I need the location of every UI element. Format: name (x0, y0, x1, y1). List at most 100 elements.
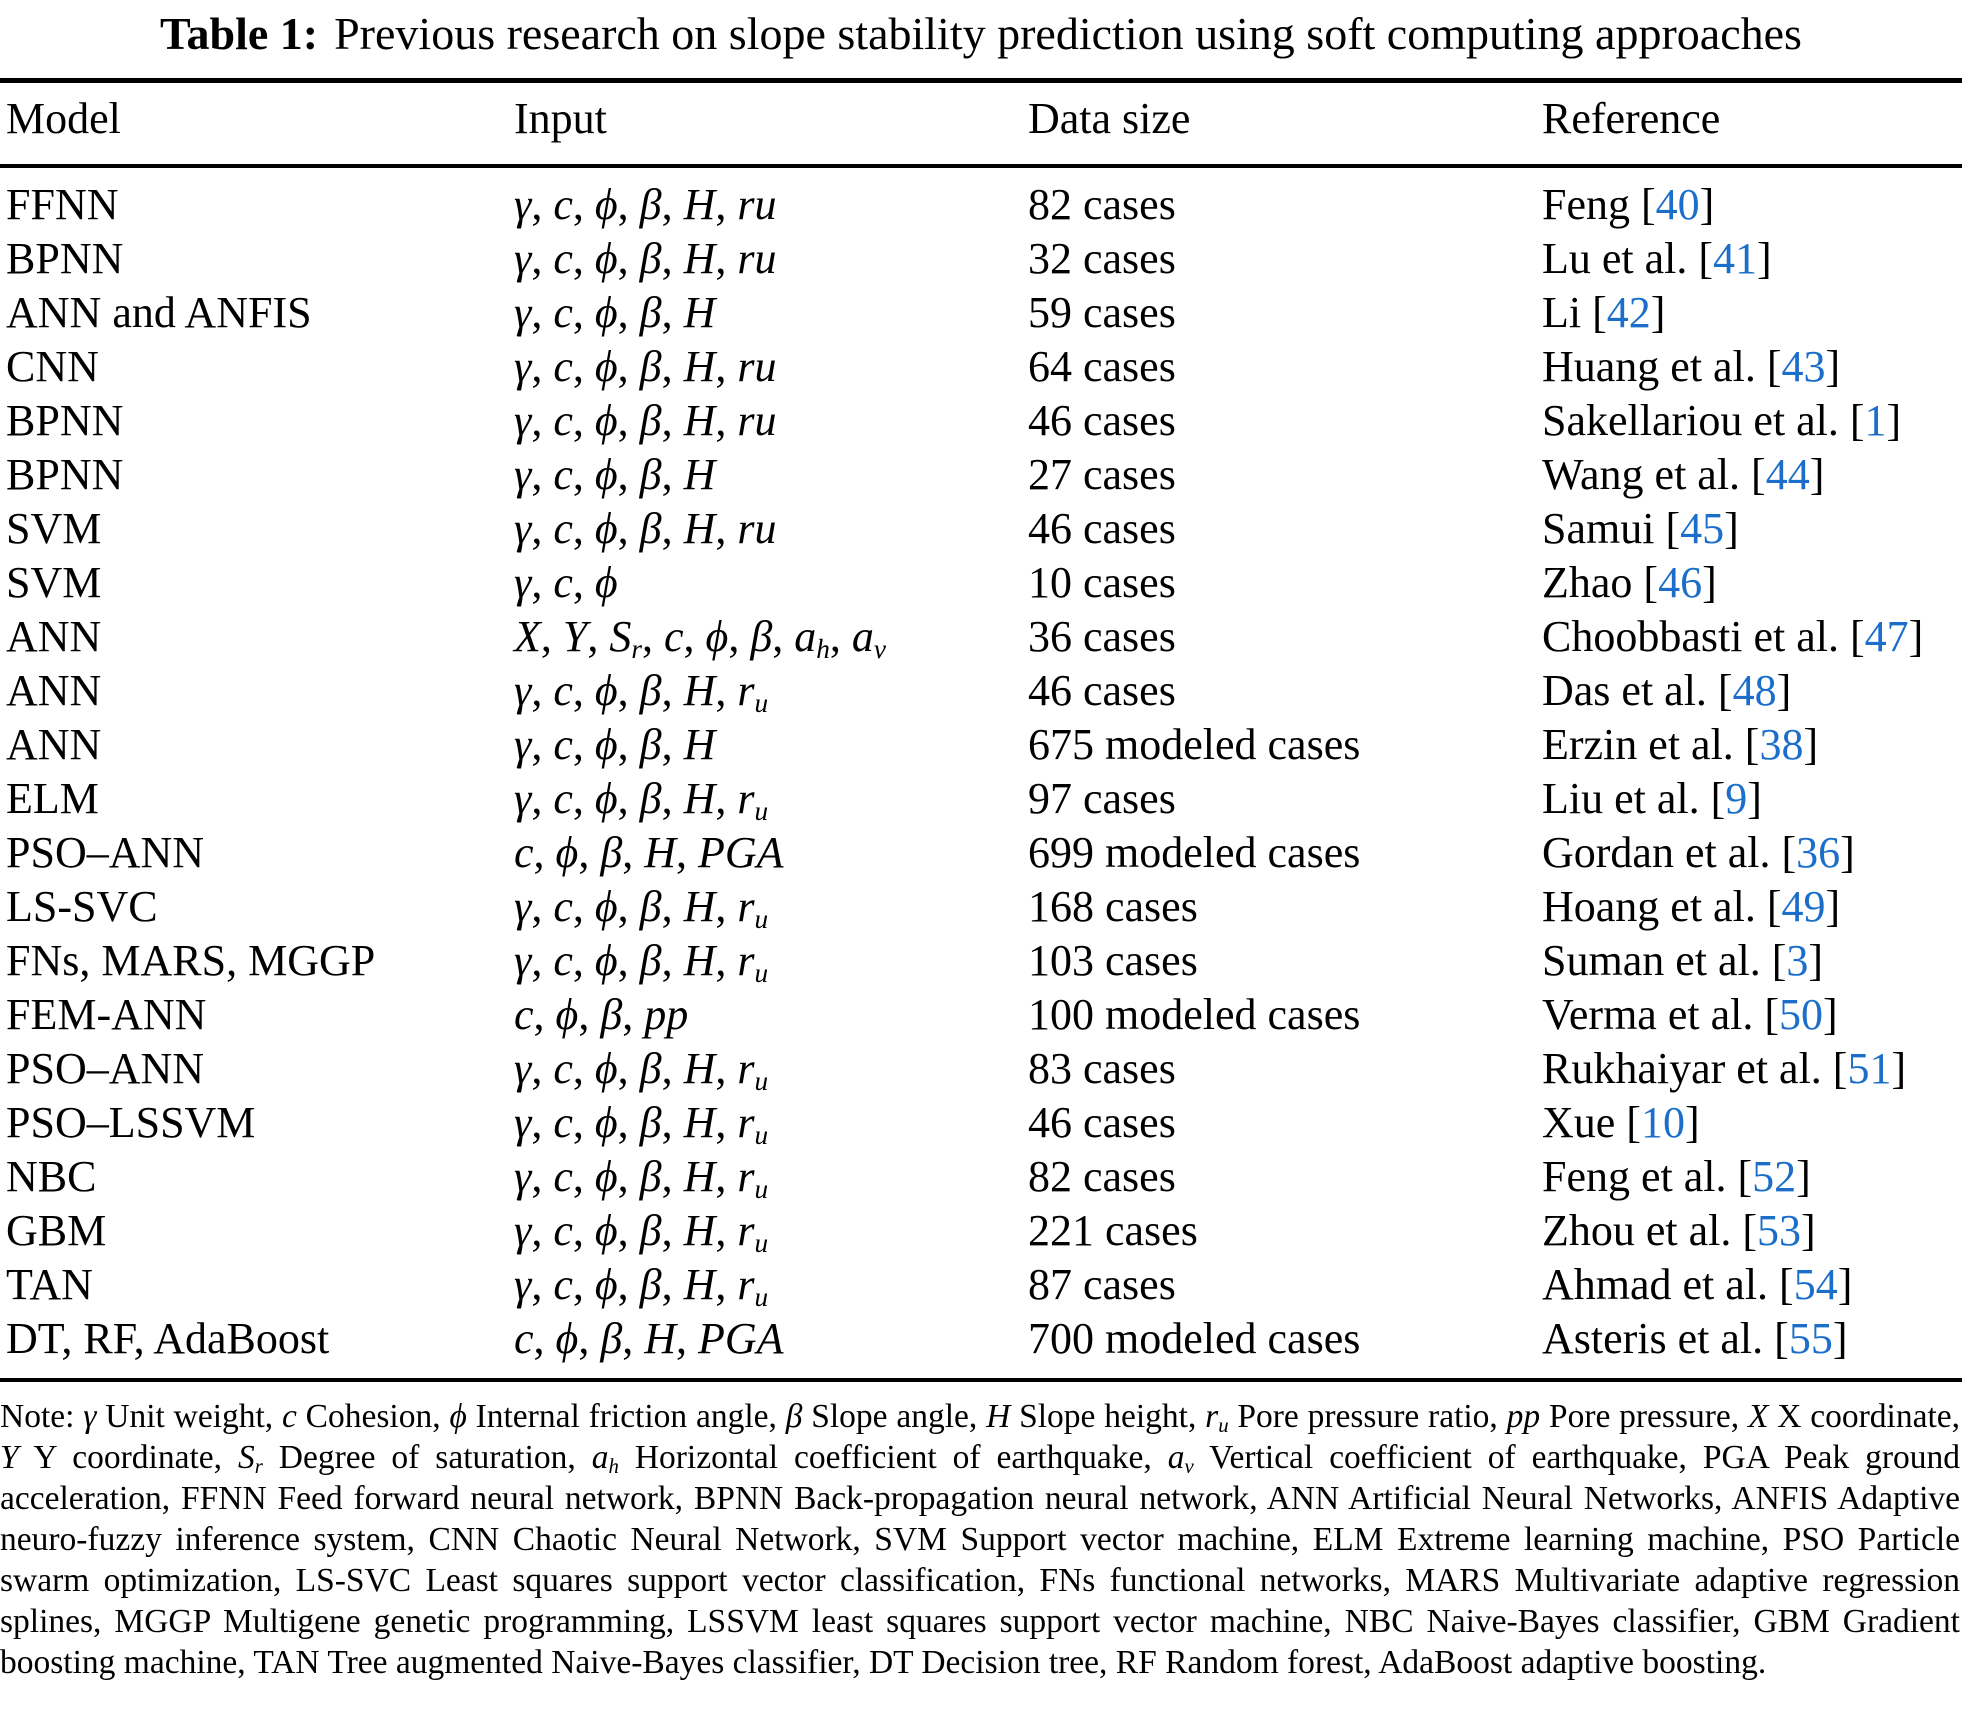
math-var: ϕ (449, 1398, 467, 1435)
math-var: γ (514, 504, 532, 553)
math-var: H (683, 882, 716, 931)
table-row: FNs, MARS, MGGP γ, c, ϕ, β, H, ru 103 case… (0, 934, 1962, 988)
citation-link[interactable]: 49 (1781, 882, 1826, 931)
table-row: FEM-ANN c, ϕ, β, pp 100 modeled cases Verma… (0, 988, 1962, 1042)
math-var: ru (737, 774, 769, 826)
math-var: ru (737, 882, 769, 934)
math-var: av (851, 612, 886, 664)
math-var: av (1167, 1439, 1194, 1479)
input-cell: c, ϕ, β, H, PGA (514, 1314, 784, 1363)
citation-link[interactable]: 54 (1793, 1260, 1838, 1309)
data-size-cell: 46 cases (1028, 396, 1176, 445)
citation-link[interactable]: 36 (1796, 828, 1841, 877)
citation-link[interactable]: 44 (1765, 450, 1810, 499)
math-var: pp (1506, 1398, 1541, 1435)
math-var: Sr (609, 612, 642, 664)
subscript: u (754, 1173, 769, 1204)
input-cell: γ, c, ϕ, β, H (514, 720, 716, 769)
math-var: ru (737, 1260, 769, 1312)
reference-cell: Zhou et al. [53] (1542, 1206, 1816, 1255)
col-header-reference: Reference (1542, 80, 1962, 168)
citation-link[interactable]: 48 (1732, 666, 1777, 715)
reference-cell: Zhao [46] (1542, 558, 1717, 607)
col-header-model: Model (0, 80, 514, 168)
model-cell: PSO–LSSVM (6, 1098, 256, 1147)
math-var: ϕ (555, 1314, 579, 1363)
citation-link[interactable]: 38 (1759, 720, 1804, 769)
citation-link[interactable]: 52 (1752, 1152, 1797, 1201)
table-row: ANN X, Y, Sr, c, ϕ, β, ah, av 36 cases Choo… (0, 610, 1962, 664)
math-var: c (553, 234, 573, 283)
math-var: β (639, 666, 662, 715)
citation-link[interactable]: 50 (1779, 990, 1823, 1039)
reference-cell: Xue [10] (1542, 1098, 1700, 1147)
citation-link[interactable]: 3 (1786, 936, 1809, 985)
subscript: r (631, 633, 642, 664)
math-var: γ (514, 1152, 532, 1201)
subscript: h (816, 633, 830, 664)
math-var: H (683, 1044, 716, 1093)
math-var: γ (514, 882, 532, 931)
reference-cell: Erzin et al. [38] (1542, 720, 1819, 769)
citation-link[interactable]: 43 (1781, 342, 1826, 391)
citation-link[interactable]: 46 (1658, 558, 1703, 607)
citation-link[interactable]: 51 (1847, 1044, 1892, 1093)
data-size-cell: 10 cases (1028, 558, 1176, 607)
model-cell: ANN (6, 666, 102, 715)
math-var: γ (514, 720, 532, 769)
math-var: c (553, 1044, 573, 1093)
math-var: ϕ (594, 1098, 618, 1147)
citation-link[interactable]: 42 (1606, 288, 1651, 337)
model-cell: BPNN (6, 450, 124, 499)
citation-link[interactable]: 40 (1655, 180, 1700, 229)
citation-link[interactable]: 53 (1757, 1206, 1802, 1255)
input-cell: γ, c, ϕ, β, H, ru (514, 234, 777, 283)
subscript: u (754, 687, 769, 718)
math-var: ru (737, 1044, 769, 1096)
subscript: u (754, 1119, 769, 1150)
model-cell: BPNN (6, 234, 124, 283)
table-row: TAN γ, c, ϕ, β, H, ru 87 cases Ahmad et al.… (0, 1258, 1962, 1312)
citation-link[interactable]: 9 (1725, 774, 1748, 823)
model-cell: GBM (6, 1206, 107, 1255)
table-row: PSO–ANN c, ϕ, β, H, PGA 699 modeled cases G… (0, 826, 1962, 880)
model-cell: PSO–ANN (6, 828, 205, 877)
citation-link[interactable]: 45 (1680, 504, 1725, 553)
reference-cell: Suman et al. [3] (1542, 936, 1824, 985)
math-var: γ (514, 1044, 532, 1093)
math-var: H (683, 288, 716, 337)
input-cell: γ, c, ϕ, β, H, ru (514, 1206, 769, 1258)
citation-link[interactable]: 41 (1713, 234, 1758, 283)
model-cell: LS-SVC (6, 882, 158, 931)
math-var: γ (514, 288, 532, 337)
math-var: ϕ (594, 1152, 618, 1201)
math-var: γ (514, 1206, 532, 1255)
model-cell: ANN (6, 720, 102, 769)
math-var: β (600, 828, 623, 877)
math-var: H (683, 450, 716, 499)
math-var: H (683, 1206, 716, 1255)
citation-link[interactable]: 47 (1864, 612, 1909, 661)
subscript: u (1218, 1414, 1229, 1438)
table-row: SVM γ, c, ϕ 10 cases Zhao [46] (0, 556, 1962, 610)
math-var: H (683, 774, 716, 823)
math-var: ϕ (594, 180, 618, 229)
citation-link[interactable]: 10 (1640, 1098, 1685, 1147)
table-row: PSO–LSSVM γ, c, ϕ, β, H, ru 46 cases Xue [1… (0, 1096, 1962, 1150)
input-cell: γ, c, ϕ, β, H, ru (514, 936, 769, 988)
math-var: ϕ (594, 882, 618, 931)
table-row: BPNN γ, c, ϕ, β, H, ru 46 cases Sakellariou… (0, 394, 1962, 448)
table-caption-label: Table 1: (160, 8, 319, 59)
math-var: c (553, 450, 573, 499)
math-var: β (639, 234, 662, 283)
reference-cell: Li [42] (1542, 288, 1666, 337)
citation-link[interactable]: 1 (1864, 396, 1887, 445)
math-var: c (553, 342, 573, 391)
reference-cell: Choobbasti et al. [47] (1542, 612, 1924, 661)
math-var: ϕ (594, 504, 618, 553)
input-cell: γ, c, ϕ (514, 558, 618, 607)
table-row: GBM γ, c, ϕ, β, H, ru 221 cases Zhou et al.… (0, 1204, 1962, 1258)
citation-link[interactable]: 55 (1788, 1314, 1833, 1363)
math-var: ah (591, 1439, 619, 1479)
reference-cell: Gordan et al. [36] (1542, 828, 1855, 877)
